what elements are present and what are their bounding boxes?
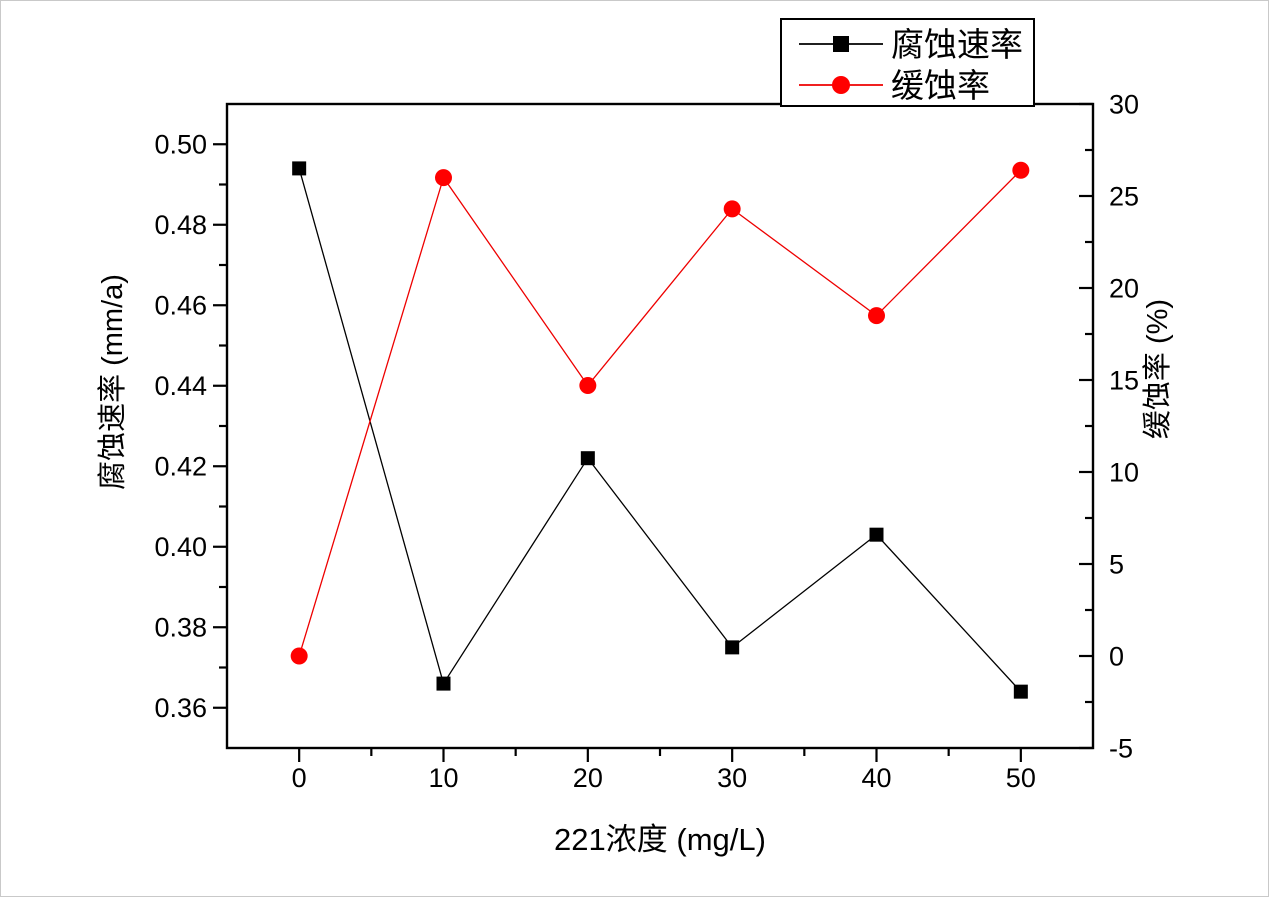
left-tick-label: 0.44 (154, 371, 207, 401)
x-tick-label: 40 (861, 763, 891, 793)
x-tick-label: 30 (717, 763, 747, 793)
legend-label: 腐蚀速率 (891, 26, 1023, 63)
data-point-circle-marker (435, 169, 452, 187)
data-point-square-marker (869, 527, 884, 542)
legend-entry: 缓蚀率 (799, 67, 990, 104)
series-line (298, 168, 1022, 693)
left-tick-label: 0.46 (154, 291, 207, 321)
data-point-circle-marker (723, 200, 741, 218)
left-tick-label: 0.50 (154, 130, 207, 160)
right-tick-label: 0 (1109, 641, 1124, 671)
data-point-square-marker (725, 640, 740, 655)
data-point-square-marker (580, 451, 595, 466)
x-axis-title: 221浓度 (mg/L) (554, 822, 766, 857)
legend-box (780, 18, 1035, 107)
legend-label: 缓蚀率 (891, 67, 990, 104)
right-tick-label: 10 (1109, 457, 1139, 487)
x-tick-label: 0 (292, 763, 307, 793)
y-axis-left-title: 腐蚀速率 (mm/a) (96, 274, 129, 490)
data-point-circle-marker (868, 307, 885, 325)
y-axis-left: 0.36 0.38 0.40 0.42 0.44 0.46 0.48 0.50 腐蚀速率 (mm… (96, 130, 227, 723)
left-tick-label: 0.42 (154, 452, 207, 482)
data-point-circle-marker (1012, 161, 1030, 179)
y-axis-right: -5 0 5 10 15 20 25 30 缓蚀率 (%) (1079, 89, 1174, 763)
left-tick-label: 0.40 (154, 532, 207, 562)
right-tick-label: -5 (1109, 733, 1133, 763)
y-axis-right-title: 缓蚀率 (%) (1141, 299, 1174, 439)
left-tick-label: 0.36 (154, 693, 207, 723)
plot-frame (225, 102, 1095, 750)
right-tick-label: 20 (1109, 273, 1139, 303)
legend-circle-marker (832, 76, 850, 94)
data-point-square-marker (1013, 684, 1028, 699)
x-tick-label: 10 (428, 763, 458, 793)
right-tick-label: 30 (1109, 89, 1139, 119)
series-corrosion-rate (292, 161, 1028, 699)
x-tick-label: 20 (573, 763, 603, 793)
data-point-circle-marker (290, 647, 308, 665)
series-inhibition-rate (290, 161, 1030, 665)
series-line (298, 169, 1022, 657)
right-tick-label: 15 (1109, 365, 1139, 395)
legend-square-marker (833, 36, 849, 52)
x-tick-label: 50 (1006, 763, 1036, 793)
data-point-square-marker (292, 161, 307, 176)
data-point-square-marker (436, 676, 451, 691)
left-tick-label: 0.38 (154, 613, 207, 643)
left-tick-label: 0.48 (154, 210, 207, 240)
x-axis: 0 10 20 30 40 50 221浓度 (mg/L) (292, 748, 1036, 857)
legend-entry: 腐蚀速率 (799, 26, 1023, 63)
right-tick-label: 25 (1109, 181, 1139, 211)
right-tick-label: 5 (1109, 549, 1124, 579)
data-point-circle-marker (579, 377, 597, 395)
